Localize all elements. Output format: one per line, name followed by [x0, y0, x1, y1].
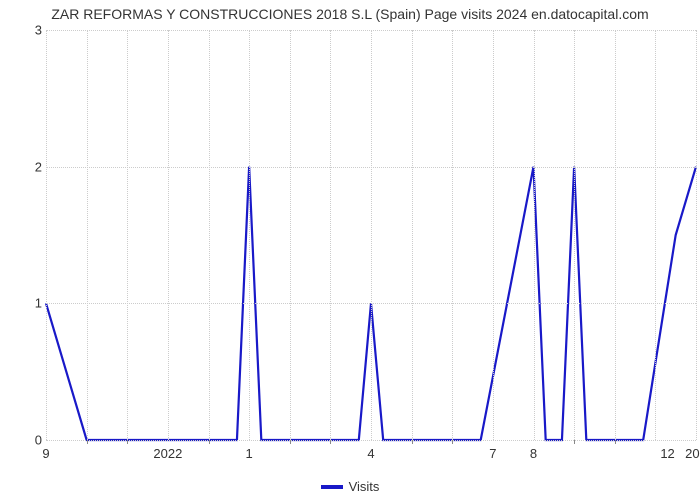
gridline-vertical [452, 30, 453, 440]
legend-swatch [321, 485, 343, 489]
gridline-vertical [412, 30, 413, 440]
x-tick-label: 7 [489, 446, 496, 461]
gridline-vertical [127, 30, 128, 440]
legend-label: Visits [349, 479, 380, 494]
x-minor-tick [574, 440, 575, 444]
gridline-vertical [493, 30, 494, 440]
plot-area [46, 30, 696, 440]
gridline-vertical [615, 30, 616, 440]
gridline-vertical [290, 30, 291, 440]
y-tick-label: 3 [24, 23, 42, 38]
x-minor-tick [87, 440, 88, 444]
x-minor-tick [290, 440, 291, 444]
gridline-vertical [87, 30, 88, 440]
x-minor-tick [452, 440, 453, 444]
x-minor-tick [209, 440, 210, 444]
gridline-vertical [574, 30, 575, 440]
y-tick-label: 1 [24, 296, 42, 311]
gridline-horizontal [46, 440, 696, 441]
gridline-vertical [46, 30, 47, 440]
gridline-vertical [330, 30, 331, 440]
gridline-vertical [655, 30, 656, 440]
x-tick-label: 4 [367, 446, 374, 461]
gridline-horizontal [46, 167, 696, 168]
x-minor-tick [127, 440, 128, 444]
x-tick-label: 12 [660, 446, 674, 461]
x-tick-label: 2022 [153, 446, 182, 461]
x-tick-label: 8 [530, 446, 537, 461]
gridline-horizontal [46, 303, 696, 304]
legend: Visits [0, 478, 700, 494]
gridline-vertical [168, 30, 169, 440]
gridline-vertical [696, 30, 697, 440]
x-tick-label: 1 [246, 446, 253, 461]
gridline-vertical [249, 30, 250, 440]
x-minor-tick [412, 440, 413, 444]
gridline-vertical [209, 30, 210, 440]
x-minor-tick [330, 440, 331, 444]
x-minor-tick [615, 440, 616, 444]
y-tick-label: 2 [24, 159, 42, 174]
chart-title: ZAR REFORMAS Y CONSTRUCCIONES 2018 S.L (… [0, 6, 700, 22]
x-tick-label: 9 [42, 446, 49, 461]
gridline-vertical [534, 30, 535, 440]
x-tick-label: 202 [685, 446, 700, 461]
gridline-horizontal [46, 30, 696, 31]
gridline-vertical [371, 30, 372, 440]
y-tick-label: 0 [24, 433, 42, 448]
